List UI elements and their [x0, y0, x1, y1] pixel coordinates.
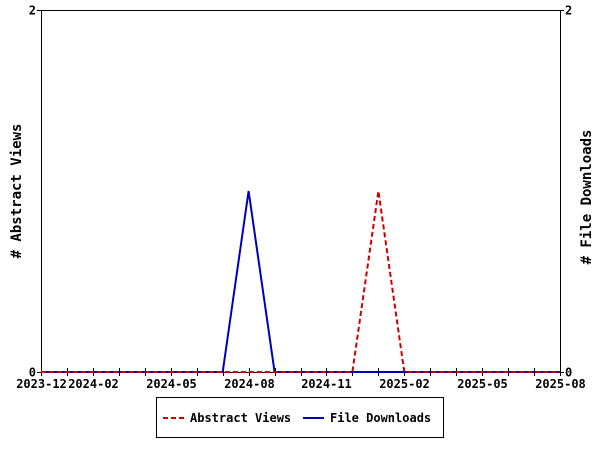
y-tick-label-left: 2 — [29, 4, 36, 18]
x-tick-label: 2025-05 — [457, 377, 508, 391]
x-tick-label: 2024-02 — [68, 377, 119, 391]
legend-box — [156, 397, 444, 438]
y-axis-right-label: # File Downloads — [579, 130, 595, 265]
y-tick-label-right: 0 — [565, 366, 572, 380]
x-tick-label: 2024-05 — [146, 377, 197, 391]
x-tick-label: 2025-02 — [379, 377, 430, 391]
series-line-abstract-views — [41, 190, 560, 373]
y-tick-label-left: 0 — [29, 366, 36, 380]
series-line-file-downloads — [41, 190, 560, 373]
x-tick-label: 2024-11 — [301, 377, 352, 391]
x-tick-label: 2023-12 — [16, 377, 67, 391]
axes: 2023-12 2024-02 2024-05 2024-08 2024-11 2025-… — [16, 4, 586, 392]
legend: Abstract Views File Downloads — [156, 397, 444, 438]
plot-frame — [41, 10, 561, 373]
x-tick-label: 2025-08 — [535, 377, 586, 391]
y-tick-label-right: 2 — [565, 4, 572, 18]
legend-label-abstract-views: Abstract Views — [190, 411, 291, 425]
y-axis-left-label: # Abstract Views — [9, 124, 25, 259]
series-group — [41, 190, 560, 373]
x-tick-label: 2024-08 — [224, 377, 275, 391]
legend-label-file-downloads: File Downloads — [330, 411, 431, 425]
